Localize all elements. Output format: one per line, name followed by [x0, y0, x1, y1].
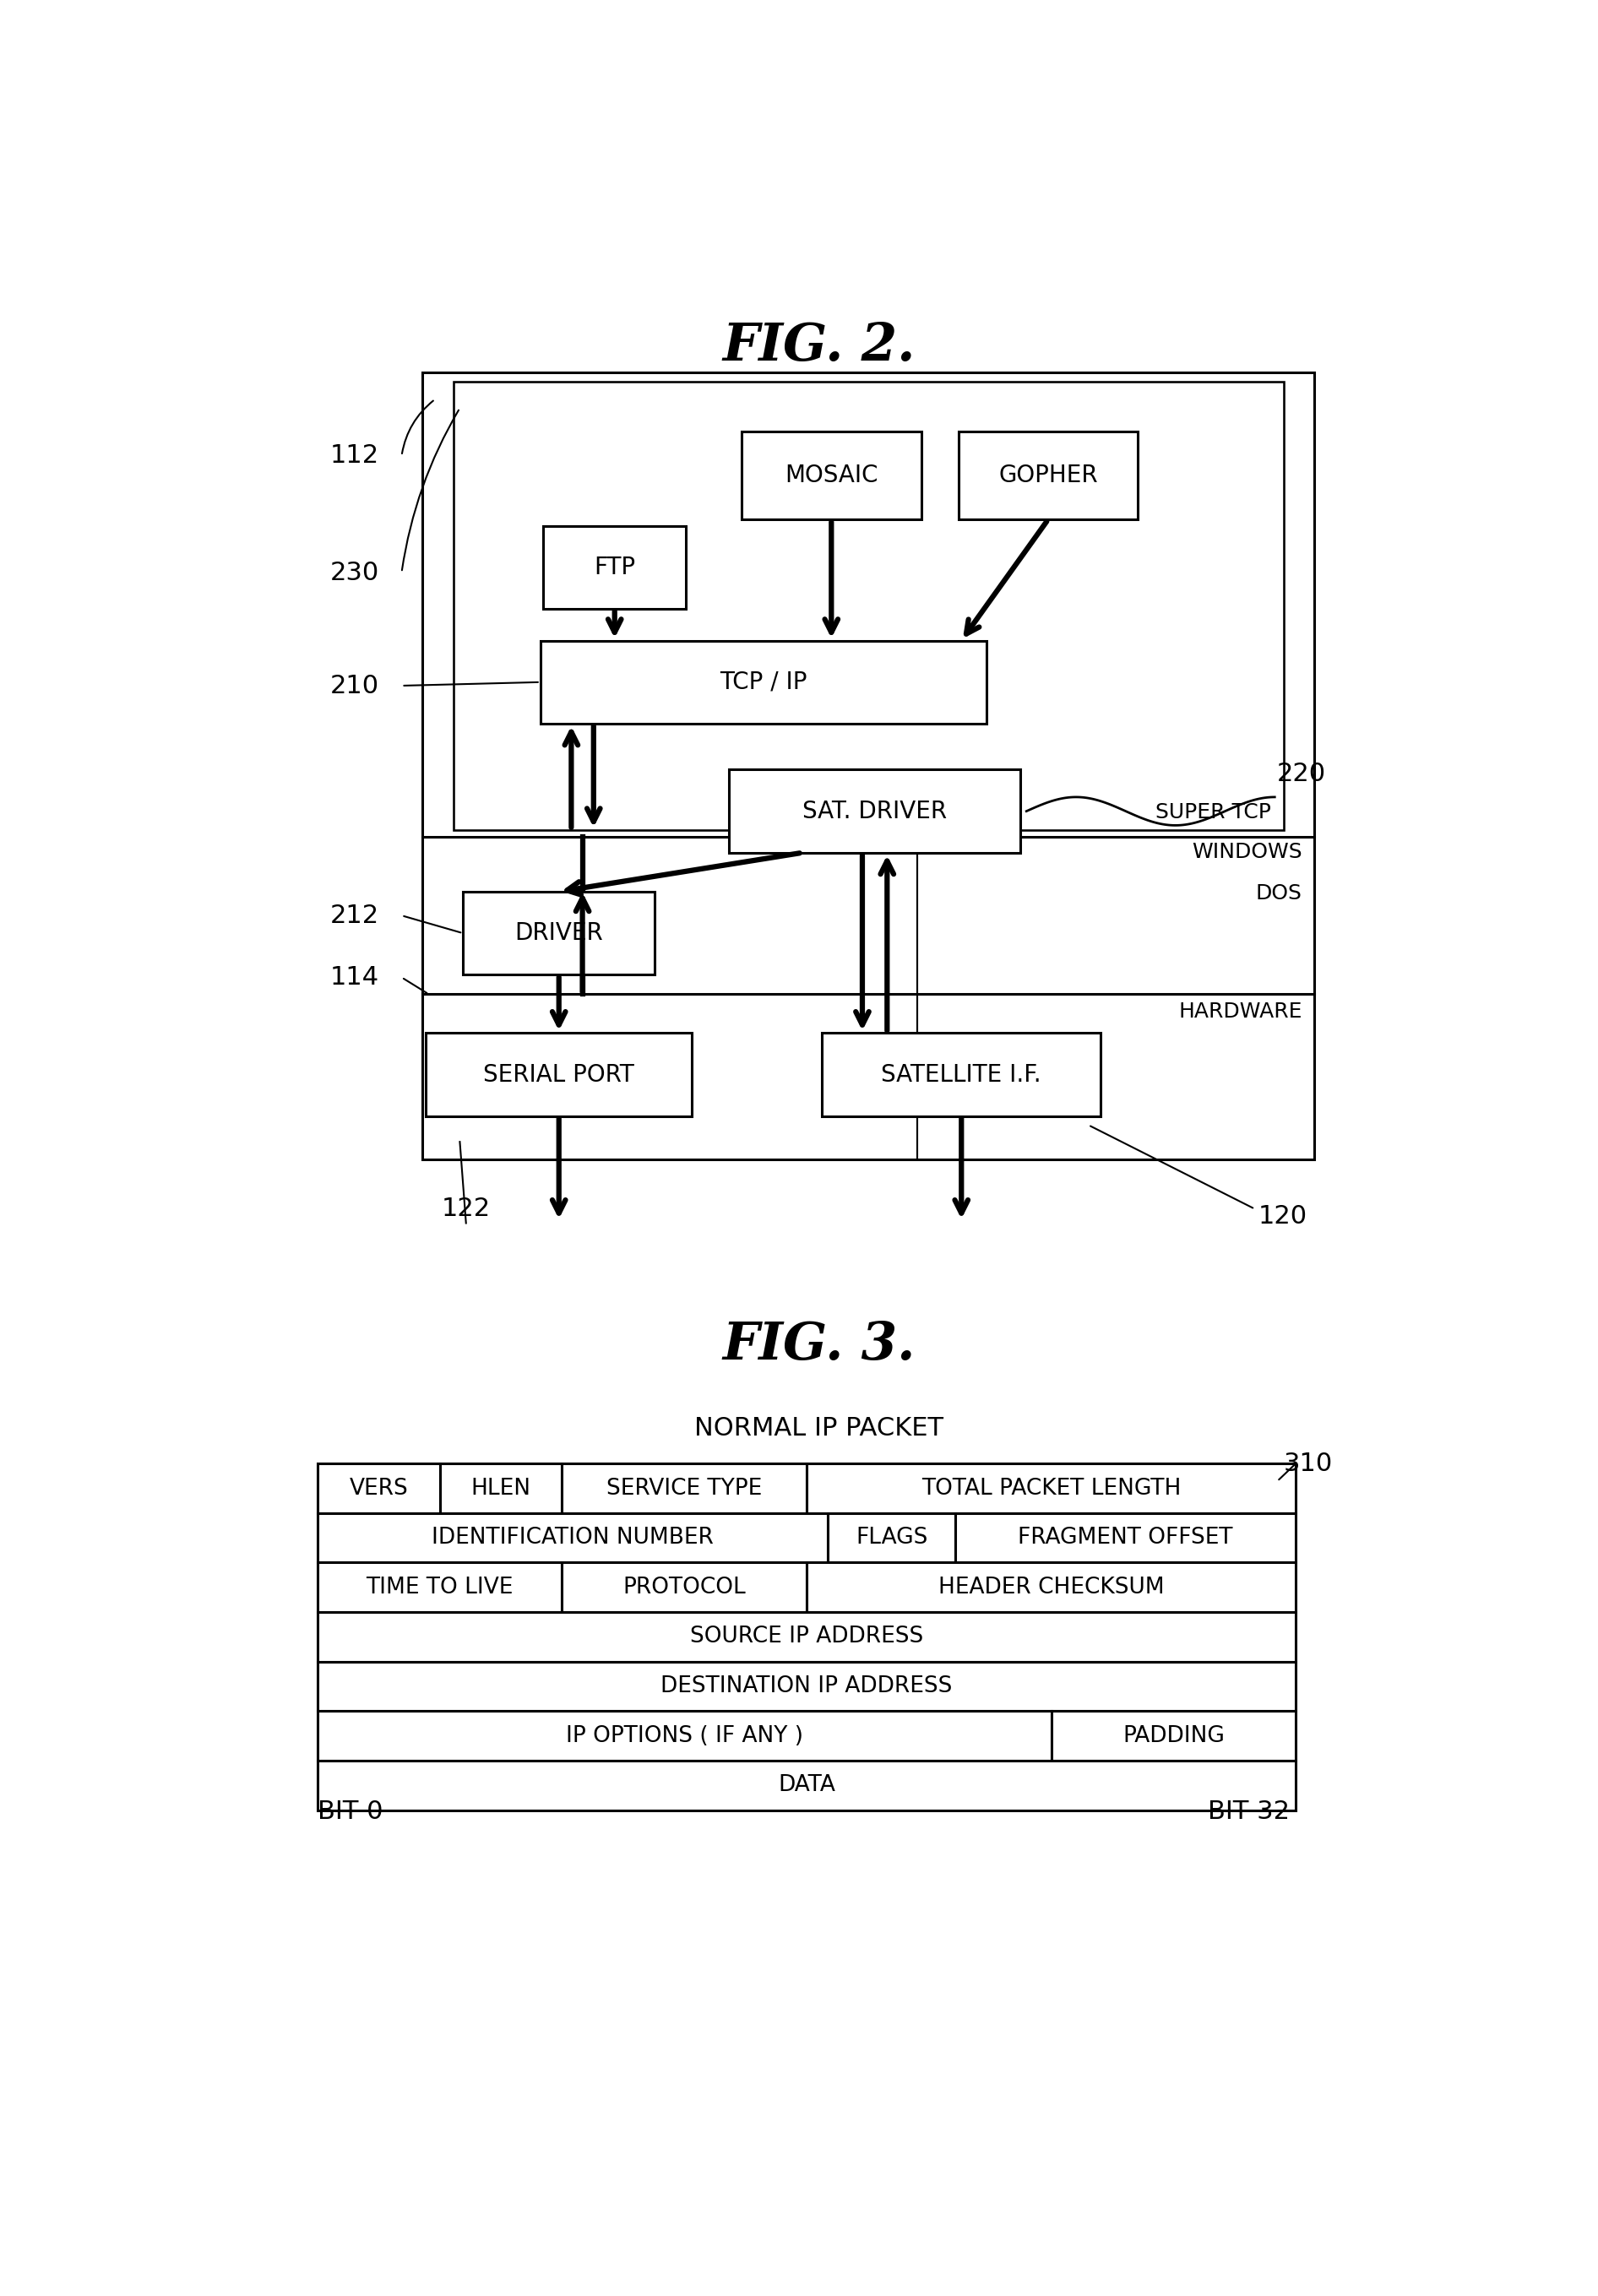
Bar — [318, 1513, 828, 1564]
Text: FTP: FTP — [594, 556, 636, 579]
Bar — [956, 1513, 1296, 1564]
Bar — [543, 526, 686, 608]
Text: HARDWARE: HARDWARE — [1178, 1001, 1302, 1022]
Bar — [959, 432, 1138, 519]
Bar — [318, 1711, 1051, 1761]
Bar — [821, 1033, 1101, 1116]
Text: SOURCE IP ADDRESS: SOURCE IP ADDRESS — [690, 1626, 924, 1649]
Bar — [741, 432, 920, 519]
Text: WINDOWS: WINDOWS — [1192, 843, 1302, 863]
Text: DRIVER: DRIVER — [515, 921, 602, 946]
Bar — [463, 891, 655, 976]
Bar — [439, 1463, 562, 1513]
Bar — [318, 1662, 1296, 1711]
Bar — [562, 1463, 807, 1513]
Bar — [318, 1612, 1296, 1662]
Text: DESTINATION IP ADDRESS: DESTINATION IP ADDRESS — [660, 1676, 952, 1697]
Text: DOS: DOS — [1256, 884, 1302, 902]
Text: VERS: VERS — [348, 1476, 407, 1499]
Text: 120: 120 — [1259, 1203, 1307, 1228]
Bar — [540, 641, 986, 723]
Text: TCP / IP: TCP / IP — [719, 670, 807, 693]
Bar — [422, 372, 1314, 1159]
Text: FIG. 2.: FIG. 2. — [722, 321, 916, 372]
Text: IP OPTIONS ( IF ANY ): IP OPTIONS ( IF ANY ) — [566, 1724, 802, 1747]
Text: SERIAL PORT: SERIAL PORT — [484, 1063, 634, 1086]
Text: PADDING: PADDING — [1122, 1724, 1224, 1747]
Text: FIG. 3.: FIG. 3. — [722, 1320, 916, 1371]
Text: HEADER CHECKSUM: HEADER CHECKSUM — [938, 1577, 1165, 1598]
Text: TOTAL PACKET LENGTH: TOTAL PACKET LENGTH — [922, 1476, 1181, 1499]
Text: 212: 212 — [329, 902, 379, 928]
Text: BIT 32: BIT 32 — [1208, 1800, 1290, 1823]
Bar — [318, 1761, 1296, 1809]
Text: 112: 112 — [329, 443, 379, 468]
Text: SAT. DRIVER: SAT. DRIVER — [802, 799, 948, 822]
Text: SATELLITE I.F.: SATELLITE I.F. — [882, 1063, 1042, 1086]
Text: MOSAIC: MOSAIC — [785, 464, 877, 487]
Text: 310: 310 — [1283, 1451, 1333, 1476]
Text: 122: 122 — [441, 1196, 491, 1221]
Bar — [807, 1463, 1296, 1513]
Text: FRAGMENT OFFSET: FRAGMENT OFFSET — [1018, 1527, 1234, 1550]
Text: 114: 114 — [329, 964, 379, 990]
Text: PROTOCOL: PROTOCOL — [623, 1577, 746, 1598]
Text: FLAGS: FLAGS — [855, 1527, 928, 1550]
Text: 230: 230 — [329, 560, 379, 585]
Text: DATA: DATA — [778, 1775, 836, 1795]
Text: BIT 0: BIT 0 — [318, 1800, 384, 1823]
Text: 220: 220 — [1277, 762, 1326, 785]
Bar — [828, 1513, 956, 1564]
Bar — [562, 1564, 807, 1612]
Text: TIME TO LIVE: TIME TO LIVE — [366, 1577, 513, 1598]
Bar — [807, 1564, 1296, 1612]
Bar — [729, 769, 1020, 852]
Text: NORMAL IP PACKET: NORMAL IP PACKET — [695, 1417, 943, 1440]
Text: 210: 210 — [329, 673, 379, 698]
Text: HLEN: HLEN — [471, 1476, 531, 1499]
Bar — [318, 1463, 439, 1513]
Bar — [318, 1564, 562, 1612]
Text: IDENTIFICATION NUMBER: IDENTIFICATION NUMBER — [431, 1527, 714, 1550]
Bar — [425, 1033, 692, 1116]
Bar — [1051, 1711, 1296, 1761]
Text: SERVICE TYPE: SERVICE TYPE — [607, 1476, 762, 1499]
Text: GOPHER: GOPHER — [999, 464, 1098, 487]
Bar — [454, 381, 1283, 829]
Text: SUPER TCP: SUPER TCP — [1155, 804, 1270, 822]
